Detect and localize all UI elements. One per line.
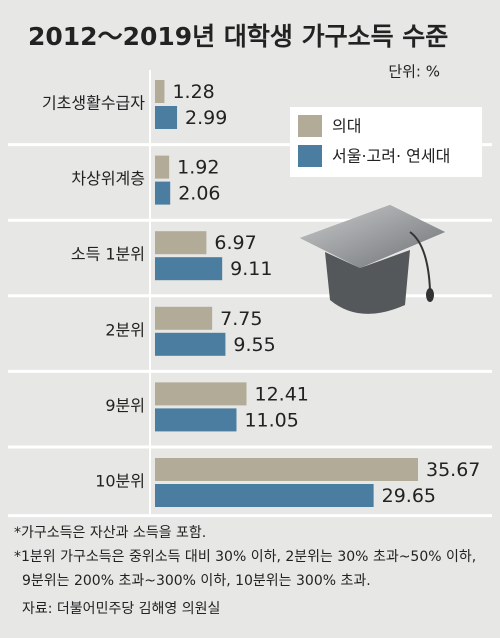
unit: 단위: % <box>388 63 440 81</box>
bar <box>155 155 170 179</box>
value-label: 6.97 <box>214 232 256 254</box>
bar <box>155 382 247 406</box>
legend-label: 서울·고려· 연세대 <box>332 147 450 166</box>
value-label: 7.75 <box>220 308 262 330</box>
category-label: 기초생활수급자 <box>42 94 145 113</box>
chart-title: 2012～2019년 대학생 가구소득 수준 <box>28 22 448 51</box>
note: 9분위는 200% 초과~300% 이하, 10분위는 300% 초과. <box>22 573 371 589</box>
category-label: 차상위계층 <box>71 169 145 188</box>
value-label: 9.11 <box>230 258 272 280</box>
bar <box>155 408 237 432</box>
legend-swatch <box>298 115 322 137</box>
value-label: 9.55 <box>233 334 275 356</box>
value-label: 2.06 <box>178 183 220 205</box>
category-label: 소득 1분위 <box>71 245 145 264</box>
value-label: 2.99 <box>185 107 227 129</box>
bar <box>155 106 178 129</box>
value-label: 1.92 <box>177 157 219 179</box>
category-label: 9분위 <box>105 396 145 415</box>
category-label: 2분위 <box>105 320 145 339</box>
cap-icon <box>300 205 445 314</box>
legend-label: 의대 <box>332 117 361 136</box>
value-label: 29.65 <box>382 485 436 507</box>
note: *1분위 가구소득은 중위소득 대비 30% 이하, 2분위는 30% 초과~5… <box>14 549 476 565</box>
value-label: 12.41 <box>255 383 309 405</box>
value-label: 1.28 <box>172 81 214 103</box>
value-label: 11.05 <box>244 409 298 431</box>
bar <box>155 484 374 507</box>
bar <box>155 80 165 103</box>
rows: 기초생활수급자 1.28 2.99 차상위계층 1.92 2.06 소득 1분위 6.97 9.… <box>8 70 492 518</box>
bar <box>155 231 207 255</box>
bar <box>155 458 418 481</box>
notes: *가구소득은 자산과 소득을 포함. *1분위 가구소득은 중위소득 대비 30%… <box>14 525 476 617</box>
bar <box>155 181 171 205</box>
bar <box>155 306 213 330</box>
legend-swatch <box>298 145 322 167</box>
source: 자료: 더불어민주당 김해영 의원실 <box>22 601 220 617</box>
value-label: 35.67 <box>426 459 480 481</box>
bar <box>155 332 226 356</box>
category-label: 10분위 <box>95 472 145 491</box>
note: *가구소득은 자산과 소득을 포함. <box>14 525 206 541</box>
bar <box>155 257 223 281</box>
